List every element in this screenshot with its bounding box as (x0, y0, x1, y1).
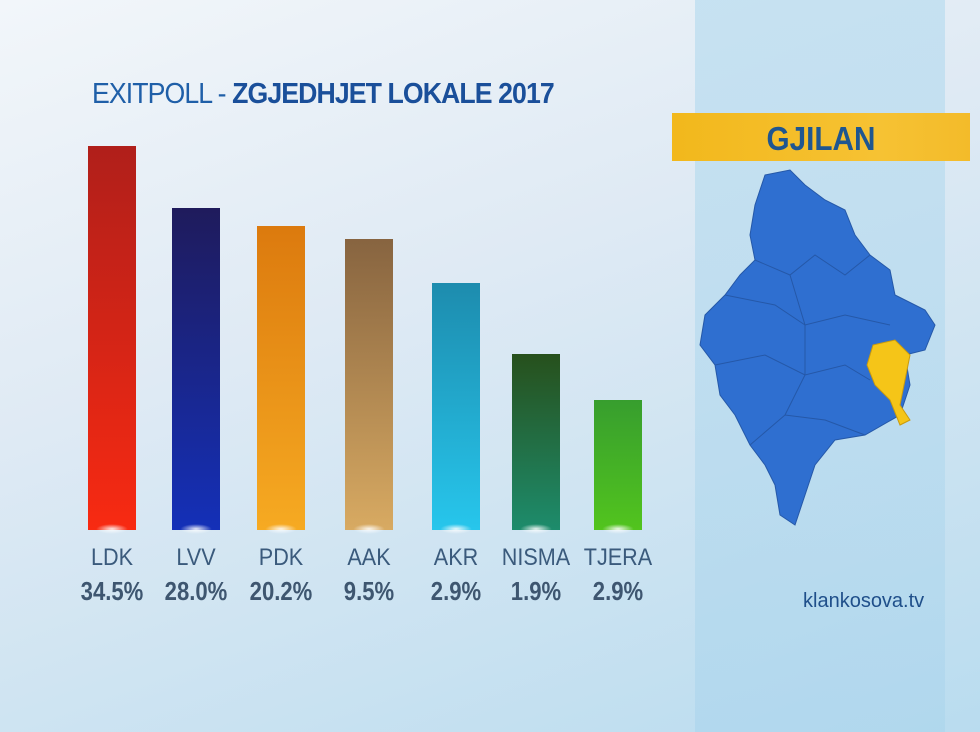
gjilan-highlight (866, 339, 911, 426)
category-label: TJERA (583, 544, 653, 571)
bar-lvv (172, 208, 220, 534)
category-label: LDK (90, 544, 134, 571)
category-label: PDK (258, 544, 304, 571)
value-label: 9.5% (343, 576, 395, 606)
title-prefix: EXITPOLL - (92, 78, 233, 110)
category-label: LVV (176, 544, 216, 571)
chart-title: EXITPOLL - ZGJEDHJET LOKALE 2017 (92, 78, 555, 111)
category-label: AAK (347, 544, 391, 571)
title-main: ZGJEDHJET LOKALE 2017 (232, 78, 555, 110)
bar-aak (345, 239, 393, 534)
bar-ldk (88, 146, 136, 534)
bar-tjera (594, 400, 642, 534)
value-label: 1.9% (510, 576, 562, 606)
municipality-borders (714, 254, 891, 446)
bar-nisma (512, 354, 560, 534)
value-label: 20.2% (249, 576, 313, 606)
value-label: 34.5% (80, 576, 144, 606)
bar-pdk (257, 226, 305, 534)
bar-akr (432, 283, 480, 534)
value-label: 28.0% (164, 576, 228, 606)
municipality-banner: GJILAN (672, 113, 970, 161)
value-label: 2.9% (592, 576, 644, 606)
municipality-name: GJILAN (766, 120, 876, 157)
category-label: NISMA (501, 544, 571, 571)
category-label: AKR (433, 544, 479, 571)
value-label: 2.9% (430, 576, 482, 606)
source-watermark: klankosova.tv (803, 590, 925, 612)
kosovo-outline (699, 169, 936, 526)
kosovo-map (699, 169, 936, 526)
